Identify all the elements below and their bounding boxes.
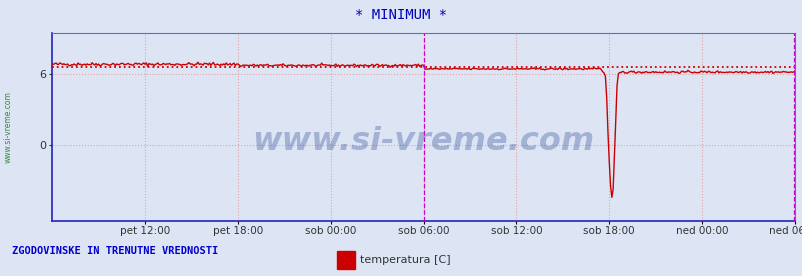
Text: * MINIMUM *: * MINIMUM *	[355, 8, 447, 22]
Text: www.si-vreme.com: www.si-vreme.com	[3, 91, 12, 163]
Text: ZGODOVINSKE IN TRENUTNE VREDNOSTI: ZGODOVINSKE IN TRENUTNE VREDNOSTI	[12, 246, 218, 256]
Text: temperatura [C]: temperatura [C]	[359, 255, 450, 265]
Text: www.si-vreme.com: www.si-vreme.com	[252, 126, 594, 158]
